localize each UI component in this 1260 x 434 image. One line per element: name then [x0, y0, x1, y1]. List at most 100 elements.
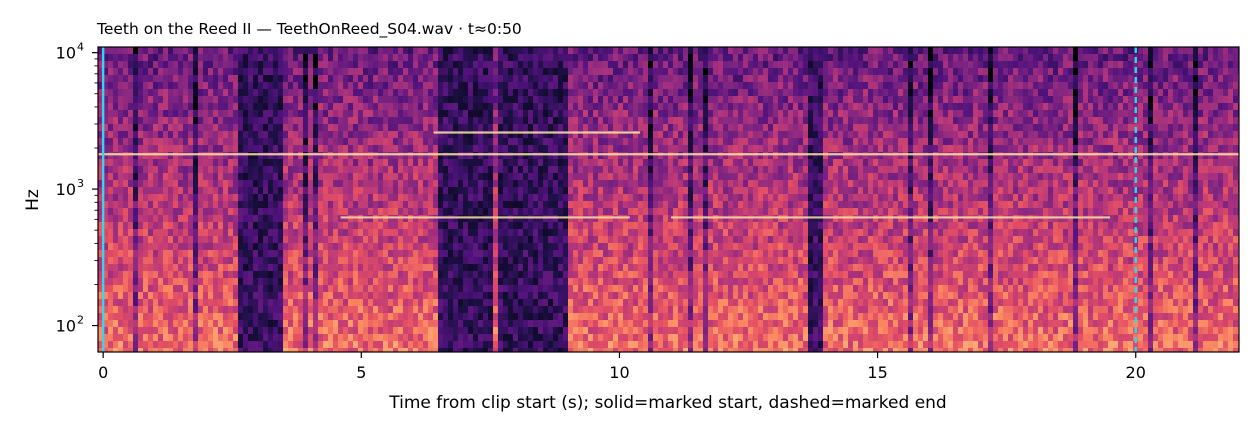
heatmap-column: [473, 47, 479, 352]
heatmap-column: [378, 47, 384, 352]
x-tick-label: 10: [609, 363, 629, 382]
heatmap-column: [1058, 47, 1064, 352]
heatmap-column: [758, 47, 764, 352]
heatmap-column: [493, 47, 499, 352]
heatmap-column: [403, 47, 409, 352]
heatmap-column: [143, 47, 149, 352]
heatmap-column: [928, 47, 934, 352]
heatmap-column: [1043, 47, 1049, 352]
heatmap-column: [1138, 47, 1144, 352]
heatmap-column: [913, 47, 919, 352]
heatmap-column: [803, 47, 809, 352]
harmonic-lines: [98, 131, 1239, 219]
heatmap-column: [653, 47, 659, 352]
heatmap-column: [1233, 47, 1239, 352]
heatmap-column: [288, 47, 294, 352]
heatmap-column: [213, 47, 219, 352]
heatmap-column: [333, 47, 339, 352]
heatmap-column: [613, 47, 619, 352]
heatmap-column: [1003, 47, 1009, 352]
heatmap-column: [278, 47, 284, 352]
heatmap-column: [513, 47, 519, 352]
heatmap-column: [638, 47, 644, 352]
heatmap-column: [863, 47, 869, 352]
heatmap-column: [793, 47, 799, 352]
heatmap-column: [528, 47, 534, 352]
heatmap-column: [763, 47, 769, 352]
heatmap-column: [478, 47, 484, 352]
heatmap-column: [1203, 47, 1209, 352]
heatmap-column: [618, 47, 624, 352]
y-tick-label: 10: [56, 44, 76, 63]
heatmap-column: [1168, 47, 1174, 352]
heatmap-column: [178, 47, 184, 352]
heatmap-column: [1198, 47, 1204, 352]
heatmap-column: [138, 47, 144, 352]
y-axis-label: Hz: [23, 189, 43, 211]
heatmap-column: [718, 47, 724, 352]
heatmap-column: [1038, 47, 1044, 352]
heatmap-column: [933, 47, 939, 352]
heatmap-column: [1088, 47, 1094, 352]
heatmap-column: [163, 47, 169, 352]
heatmap-column: [1223, 47, 1229, 352]
heatmap-column: [788, 47, 794, 352]
heatmap-column: [713, 47, 719, 352]
heatmap-column: [828, 47, 834, 352]
heatmap-column: [1008, 47, 1014, 352]
heatmap-column: [748, 47, 754, 352]
heatmap-column: [563, 47, 569, 352]
heatmap-column: [938, 47, 944, 352]
y-tick-label: 10: [56, 180, 76, 199]
heatmap-column: [298, 47, 304, 352]
heatmap-column: [958, 47, 964, 352]
heatmap-column: [683, 47, 689, 352]
heatmap-column: [1158, 47, 1164, 352]
x-axis-label: Time from clip start (s); solid=marked s…: [388, 393, 946, 413]
heatmap-column: [318, 47, 324, 352]
heatmap-column: [1118, 47, 1124, 352]
heatmap-column: [1018, 47, 1024, 352]
heatmap-column: [953, 47, 959, 352]
heatmap-column: [878, 47, 884, 352]
heatmap-column: [1098, 47, 1104, 352]
heatmap-column: [573, 47, 579, 352]
heatmap-column: [558, 47, 564, 352]
heatmap-column: [273, 47, 279, 352]
heatmap-column: [598, 47, 604, 352]
heatmap-column: [1093, 47, 1099, 352]
heatmap-column: [188, 47, 194, 352]
heatmap-column: [773, 47, 779, 352]
heatmap-column: [708, 47, 714, 352]
x-tick-label: 15: [867, 363, 887, 382]
heatmap-column: [723, 47, 729, 352]
heatmap-column: [1068, 47, 1074, 352]
heatmap-column: [268, 47, 274, 352]
heatmap-column: [168, 47, 174, 352]
heatmap-column: [363, 47, 369, 352]
heatmap-column: [1218, 47, 1224, 352]
heatmap-column: [198, 47, 204, 352]
heatmap-column: [908, 47, 914, 352]
heatmap-column: [413, 47, 419, 352]
heatmap-column: [1188, 47, 1194, 352]
heatmap-column: [608, 47, 614, 352]
heatmap-column: [503, 47, 509, 352]
heatmap-column: [948, 47, 954, 352]
heatmap-column: [648, 47, 654, 352]
heatmap-column: [548, 47, 554, 352]
heatmap-column: [263, 47, 269, 352]
heatmap-column: [218, 47, 224, 352]
heatmap-column: [408, 47, 414, 352]
heatmap-column: [1178, 47, 1184, 352]
heatmap-column: [208, 47, 214, 352]
heatmap-column: [1113, 47, 1119, 352]
heatmap-column: [853, 47, 859, 352]
heatmap-column: [1153, 47, 1159, 352]
x-tick-label: 0: [98, 363, 108, 382]
y-tick-exponent: 3: [77, 177, 84, 190]
heatmap-column: [643, 47, 649, 352]
heatmap-column: [623, 47, 629, 352]
heatmap-column: [778, 47, 784, 352]
